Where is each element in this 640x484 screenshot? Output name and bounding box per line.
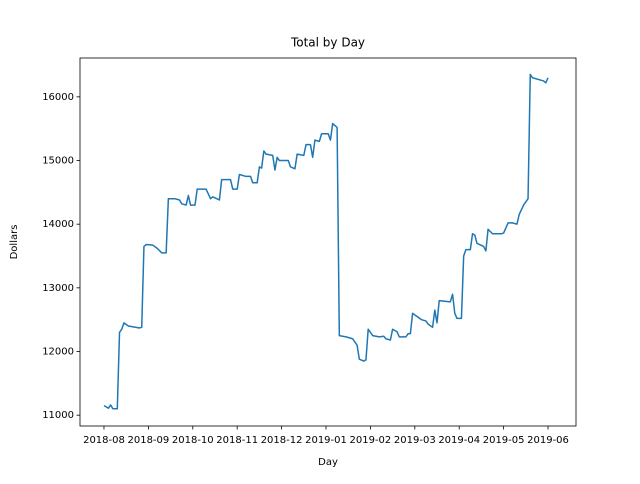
x-tick-label: 2018-10 [172, 435, 214, 446]
x-tick-label: 2018-09 [127, 435, 169, 446]
y-axis-label: Dollars [9, 225, 20, 260]
data-line [103, 73, 549, 410]
x-tick-label: 2019-02 [350, 435, 392, 446]
x-tick-label: 2018-11 [216, 435, 258, 446]
y-tick-label: 13000 [42, 283, 74, 294]
x-axis-label: Day [318, 457, 338, 468]
y-tick-label: 12000 [42, 347, 74, 358]
plot-frame [79, 57, 577, 427]
y-tick-label: 16000 [42, 92, 74, 103]
y-tick-label: 14000 [42, 219, 74, 230]
x-tick-label: 2019-03 [394, 435, 436, 446]
y-tick-label: 15000 [42, 156, 74, 167]
chart-title: Total by Day [290, 36, 365, 50]
y-tick-label: 11000 [42, 410, 74, 421]
x-tick-label: 2019-06 [527, 435, 569, 446]
x-tick-label: 2019-04 [438, 435, 480, 446]
x-tick-label: 2018-12 [261, 435, 303, 446]
x-tick-label: 2019-01 [305, 435, 347, 446]
x-tick-label: 2019-05 [483, 435, 525, 446]
x-tick-label: 2018-08 [83, 435, 125, 446]
